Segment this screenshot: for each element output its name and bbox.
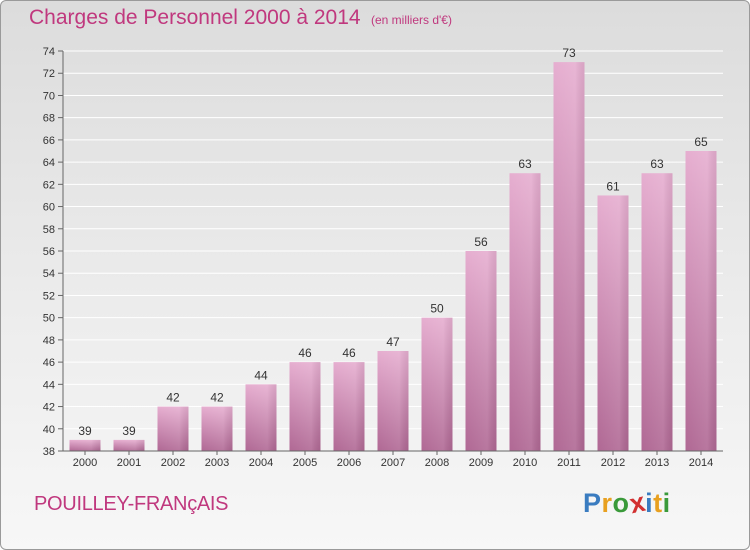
y-tick-label: 60 — [43, 202, 55, 214]
bar-shade — [641, 173, 673, 451]
y-tick-label: 54 — [43, 268, 55, 280]
bar-value-label: 63 — [650, 157, 664, 171]
y-tick-label: 46 — [43, 357, 55, 369]
x-tick-label: 2009 — [469, 457, 493, 469]
x-tick-label: 2012 — [601, 457, 625, 469]
logo-letter: r — [601, 488, 613, 518]
bar-shade — [685, 151, 717, 451]
bar-value-label: 61 — [606, 179, 620, 193]
bar-shade — [333, 362, 365, 451]
bar-value-label: 42 — [166, 391, 180, 405]
y-tick-label: 44 — [43, 379, 55, 391]
x-tick-label: 2010 — [513, 457, 537, 469]
y-tick-label: 64 — [43, 157, 55, 169]
chart-unit: (en milliers d'€) — [371, 13, 452, 27]
x-tick-label: 2014 — [689, 457, 713, 469]
bar-value-label: 39 — [122, 424, 136, 438]
y-tick-label: 42 — [43, 402, 55, 414]
chart-title: Charges de Personnel 2000 à 2014 — [29, 6, 361, 29]
bar-shade — [157, 406, 189, 451]
bar-value-label: 46 — [298, 346, 312, 360]
logo-letter: P — [583, 488, 602, 518]
bar-shade — [509, 173, 541, 451]
y-tick-label: 38 — [43, 446, 55, 458]
x-tick-label: 2002 — [161, 457, 185, 469]
logo-letter: i — [662, 488, 671, 518]
logo-letter: t — [653, 488, 663, 518]
y-tick-label: 48 — [43, 335, 55, 347]
bar-shade — [597, 195, 629, 451]
y-tick-label: 66 — [43, 135, 55, 147]
y-tick-label: 68 — [43, 113, 55, 125]
logo-letter: o — [612, 488, 630, 518]
bar-value-label: 39 — [78, 424, 92, 438]
bar-shade — [113, 439, 145, 451]
bar-layer — [69, 62, 717, 451]
proxiti-logo: Proxiti — [583, 487, 671, 520]
x-tick-label: 2011 — [557, 457, 581, 469]
x-tick-label: 2007 — [381, 457, 405, 469]
y-tick-label: 62 — [43, 179, 55, 191]
x-tick-label: 2003 — [205, 457, 229, 469]
bar-shade — [553, 62, 585, 451]
bar-shade — [377, 351, 409, 451]
bar-shade — [289, 362, 321, 451]
x-tick-label: 2006 — [337, 457, 361, 469]
x-tick-label: 2005 — [293, 457, 317, 469]
axis-layer: 38 40 42 44 46 48 50 52 54 56 58 60 62 64 66 68 70 72 74 39… — [43, 46, 723, 469]
y-tick-label: 70 — [43, 90, 55, 102]
x-tick-label: 2013 — [645, 457, 669, 469]
y-tick-label: 72 — [43, 68, 55, 80]
y-tick-label: 50 — [43, 313, 55, 325]
bar-value-label: 56 — [474, 235, 488, 249]
bar-value-label: 47 — [386, 335, 400, 349]
x-tick-label: 2008 — [425, 457, 449, 469]
y-tick-label: 58 — [43, 224, 55, 236]
bar-value-label: 42 — [210, 391, 224, 405]
bar-value-label: 44 — [254, 368, 268, 382]
x-tick-label: 2000 — [73, 457, 97, 469]
bar-value-label: 50 — [430, 302, 444, 316]
bar-shade — [69, 439, 101, 451]
y-tick-label: 74 — [43, 46, 55, 58]
y-tick-label: 56 — [43, 246, 55, 258]
x-tick-label: 2004 — [249, 457, 273, 469]
bar-value-label: 46 — [342, 346, 356, 360]
bar-shade — [245, 384, 277, 451]
x-tick-label: 2001 — [117, 457, 141, 469]
bar-shade — [421, 317, 453, 451]
bar-shade — [201, 406, 233, 451]
logo-letter: i — [645, 488, 654, 518]
bar-shade — [465, 251, 497, 451]
bar-value-label: 65 — [694, 135, 708, 149]
bar-value-label: 63 — [518, 157, 532, 171]
y-tick-label: 40 — [43, 424, 55, 436]
bar-value-label: 73 — [562, 46, 576, 60]
commune-name: POUILLEY-FRANçAIS — [34, 493, 229, 515]
y-tick-label: 52 — [43, 290, 55, 302]
